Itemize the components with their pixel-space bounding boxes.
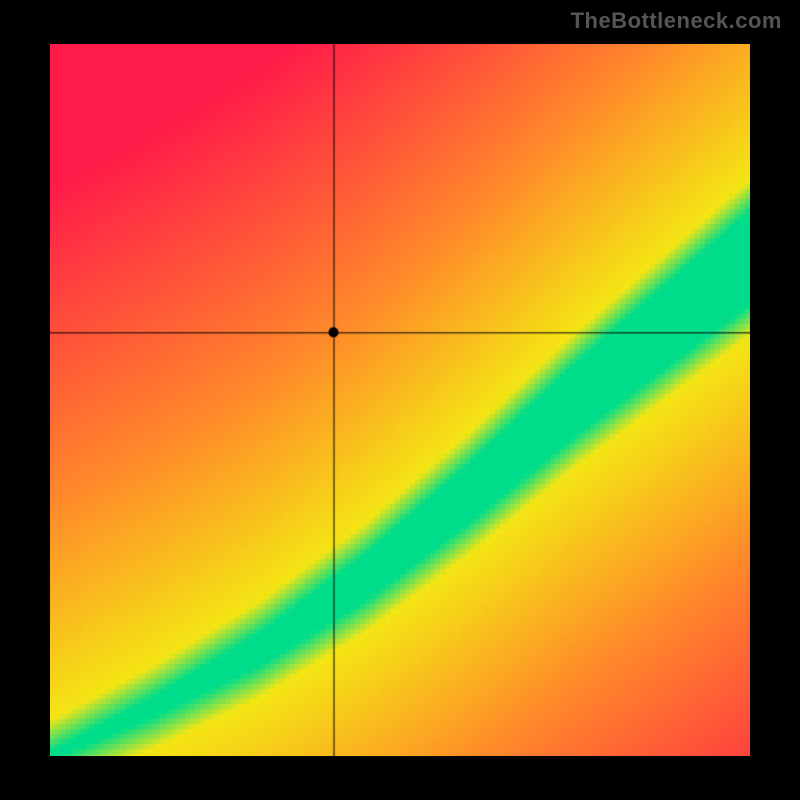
watermark-text: TheBottleneck.com	[571, 8, 782, 34]
heatmap-canvas	[50, 44, 750, 756]
bottleneck-heatmap	[50, 44, 750, 756]
